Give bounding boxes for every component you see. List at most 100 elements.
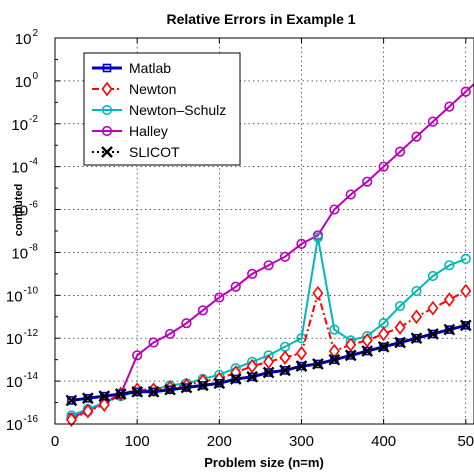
y-tick-label: 10-8 bbox=[11, 242, 38, 262]
data-point bbox=[229, 373, 242, 385]
data-point bbox=[197, 305, 208, 316]
data-point bbox=[411, 131, 422, 142]
data-point bbox=[377, 340, 390, 353]
data-point bbox=[361, 345, 374, 357]
data-point bbox=[82, 392, 94, 405]
legend-entry: SLICOT bbox=[92, 144, 180, 160]
data-point bbox=[427, 270, 439, 282]
data-point bbox=[361, 333, 373, 348]
data-point bbox=[460, 253, 471, 264]
data-point bbox=[378, 161, 389, 172]
data-point bbox=[362, 346, 372, 356]
data-point bbox=[181, 318, 192, 329]
data-point bbox=[164, 383, 176, 396]
legend-marker bbox=[101, 81, 113, 97]
data-point bbox=[182, 383, 191, 392]
data-point bbox=[98, 397, 110, 413]
data-point bbox=[344, 349, 357, 362]
data-point bbox=[231, 374, 241, 384]
data-point bbox=[312, 285, 324, 301]
data-point bbox=[378, 326, 390, 342]
legend-label: Newton–Schulz bbox=[129, 102, 226, 118]
data-point bbox=[362, 176, 373, 187]
data-point bbox=[132, 387, 142, 397]
data-point bbox=[328, 343, 340, 359]
data-point bbox=[329, 204, 340, 215]
legend-marker bbox=[101, 104, 113, 116]
legend: Matlab Newton Newton–Schulz Halley SLICOT bbox=[83, 52, 241, 166]
data-point bbox=[394, 320, 406, 335]
data-point bbox=[394, 336, 406, 349]
data-point bbox=[98, 390, 111, 402]
legend-entry: Newton bbox=[92, 81, 176, 97]
data-point bbox=[345, 189, 356, 200]
data-point bbox=[114, 388, 127, 400]
data-point bbox=[180, 381, 193, 394]
legend-marker bbox=[101, 125, 113, 137]
legend-marker bbox=[101, 146, 113, 158]
data-point bbox=[263, 354, 275, 370]
data-point bbox=[312, 358, 324, 370]
data-point bbox=[148, 337, 159, 348]
data-point bbox=[412, 333, 421, 343]
data-point bbox=[329, 324, 340, 335]
data-point bbox=[427, 116, 439, 127]
data-point bbox=[213, 377, 226, 390]
x-tick-label: 50 bbox=[457, 433, 474, 450]
data-point bbox=[279, 364, 291, 377]
data-point bbox=[312, 232, 324, 243]
data-point bbox=[296, 238, 307, 249]
data-point bbox=[262, 366, 275, 379]
data-point bbox=[394, 300, 406, 312]
series-4 bbox=[65, 319, 472, 407]
data-point bbox=[214, 292, 225, 303]
x-axis-label: Problem size (n=m) bbox=[204, 455, 324, 470]
data-point bbox=[295, 360, 308, 372]
x-tick-label: 0 bbox=[51, 433, 59, 450]
data-point bbox=[427, 300, 439, 316]
legend-label: Newton bbox=[129, 81, 176, 97]
data-point bbox=[444, 260, 455, 271]
data-point bbox=[461, 321, 471, 330]
y-tick-label: 10-4 bbox=[11, 157, 38, 177]
data-point bbox=[230, 281, 241, 292]
data-point bbox=[445, 325, 454, 334]
legend-label: SLICOT bbox=[129, 144, 180, 160]
data-point bbox=[444, 101, 455, 112]
data-point bbox=[197, 379, 209, 392]
data-point bbox=[443, 323, 456, 336]
x-tick-label: 400 bbox=[371, 433, 396, 450]
y-tick-label: 100 bbox=[15, 71, 39, 91]
data-point bbox=[164, 328, 176, 340]
data-point bbox=[82, 403, 94, 419]
data-point bbox=[246, 358, 258, 374]
data-point bbox=[410, 332, 423, 345]
legend-label: Halley bbox=[129, 123, 168, 139]
axis-ticks: 0 100 200 300 400 50 102 100 10-2 10-4 10-6 10-8 10-… bbox=[6, 28, 474, 450]
data-point bbox=[247, 268, 258, 279]
data-point bbox=[328, 353, 341, 366]
x-tick-label: 200 bbox=[207, 433, 232, 450]
legend-entry: Newton–Schulz bbox=[92, 102, 226, 118]
x-tick-label: 300 bbox=[289, 433, 314, 450]
series-layer bbox=[65, 82, 474, 428]
data-point bbox=[443, 292, 455, 307]
data-point bbox=[280, 366, 290, 375]
data-point bbox=[263, 260, 274, 271]
data-point bbox=[394, 146, 406, 157]
legend-marker bbox=[102, 63, 112, 73]
chart-title: Relative Errors in Example 1 bbox=[166, 11, 355, 27]
data-point bbox=[147, 385, 160, 398]
data-point bbox=[459, 319, 472, 332]
data-point bbox=[411, 285, 422, 297]
data-point bbox=[279, 251, 291, 262]
y-tick-label: 10-2 bbox=[11, 114, 38, 134]
data-point bbox=[460, 86, 471, 97]
legend-entry: Halley bbox=[92, 123, 168, 139]
y-tick-label: 102 bbox=[15, 28, 39, 48]
legend-label: Matlab bbox=[129, 60, 171, 76]
data-point bbox=[65, 412, 77, 428]
x-tick-label: 100 bbox=[125, 433, 150, 450]
legend-entry: Matlab bbox=[92, 60, 171, 76]
